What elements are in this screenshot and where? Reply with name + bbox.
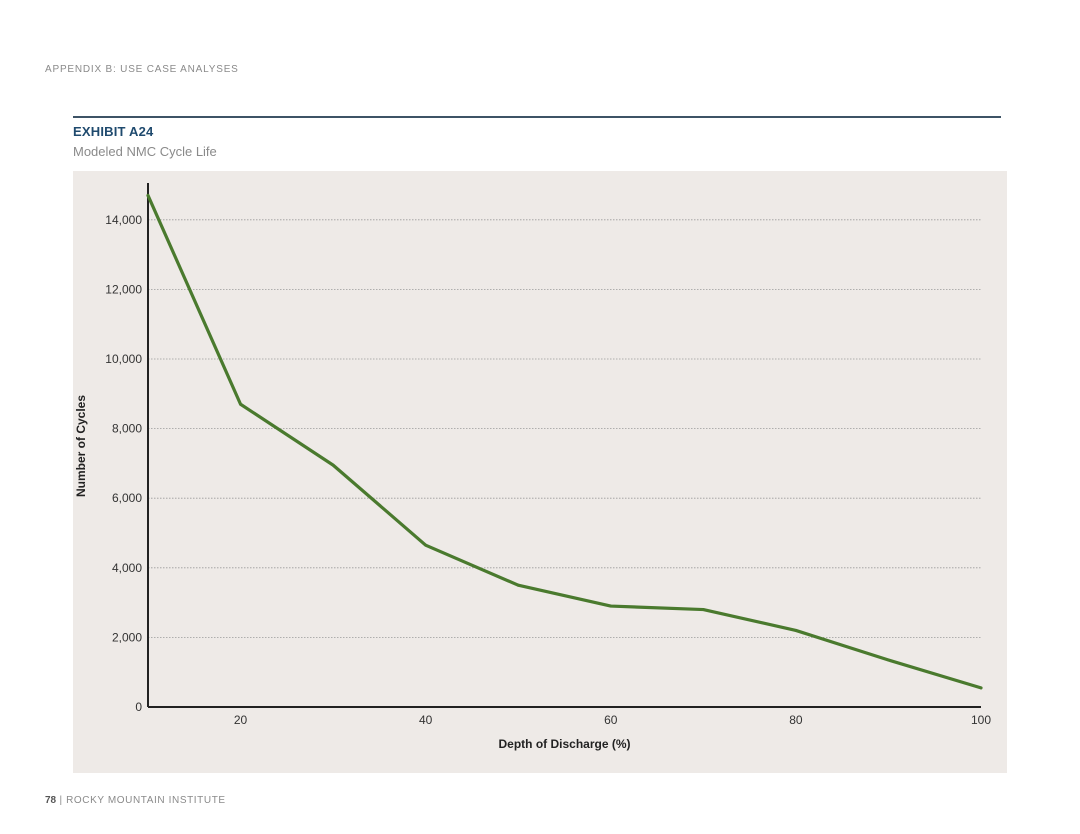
x-tick-label: 40 <box>419 713 433 727</box>
y-tick-label: 0 <box>135 700 142 714</box>
data-point <box>979 686 983 690</box>
y-tick-label: 8,000 <box>112 422 142 436</box>
exhibit-id: EXHIBIT A24 <box>73 124 154 139</box>
x-axis-title: Depth of Discharge (%) <box>498 737 630 751</box>
data-point <box>701 608 705 611</box>
footer-org: ROCKY MOUNTAIN INSTITUTE <box>66 795 226 806</box>
data-point <box>239 402 242 406</box>
data-point <box>609 604 613 608</box>
y-tick-label: 2,000 <box>112 630 142 644</box>
x-tick-label: 80 <box>789 713 803 727</box>
data-point <box>146 194 150 197</box>
y-tick-label: 14,000 <box>105 213 142 227</box>
data-point <box>794 629 798 632</box>
series-line <box>146 193 983 690</box>
cycle-life-chart: 0 2,000 4,000 6,000 8,000 10,000 12,000 14,000 2… <box>74 183 991 751</box>
header-rule <box>73 116 1001 118</box>
x-tick-label: 20 <box>234 713 248 727</box>
footer-separator: | <box>56 795 67 806</box>
page-number: 78 <box>45 795 57 806</box>
data-point <box>331 463 335 467</box>
y-axis-title: Number of Cycles <box>74 395 88 497</box>
data-point <box>887 658 890 662</box>
data-point <box>516 583 520 587</box>
chart-panel: 0 2,000 4,000 6,000 8,000 10,000 12,000 14,000 2… <box>73 171 1007 773</box>
y-tick-label: 12,000 <box>105 282 142 296</box>
x-tick-label: 60 <box>604 713 618 727</box>
data-point <box>424 543 428 547</box>
y-tick-label: 4,000 <box>112 561 142 575</box>
footer: 78 | ROCKY MOUNTAIN INSTITUTE <box>45 795 226 806</box>
exhibit-subtitle: Modeled NMC Cycle Life <box>73 144 217 159</box>
y-tick-label: 6,000 <box>112 491 142 505</box>
y-tick-label: 10,000 <box>105 352 142 366</box>
x-tick-label: 100 <box>971 713 991 727</box>
appendix-header: APPENDIX B: USE CASE ANALYSES <box>45 64 239 75</box>
